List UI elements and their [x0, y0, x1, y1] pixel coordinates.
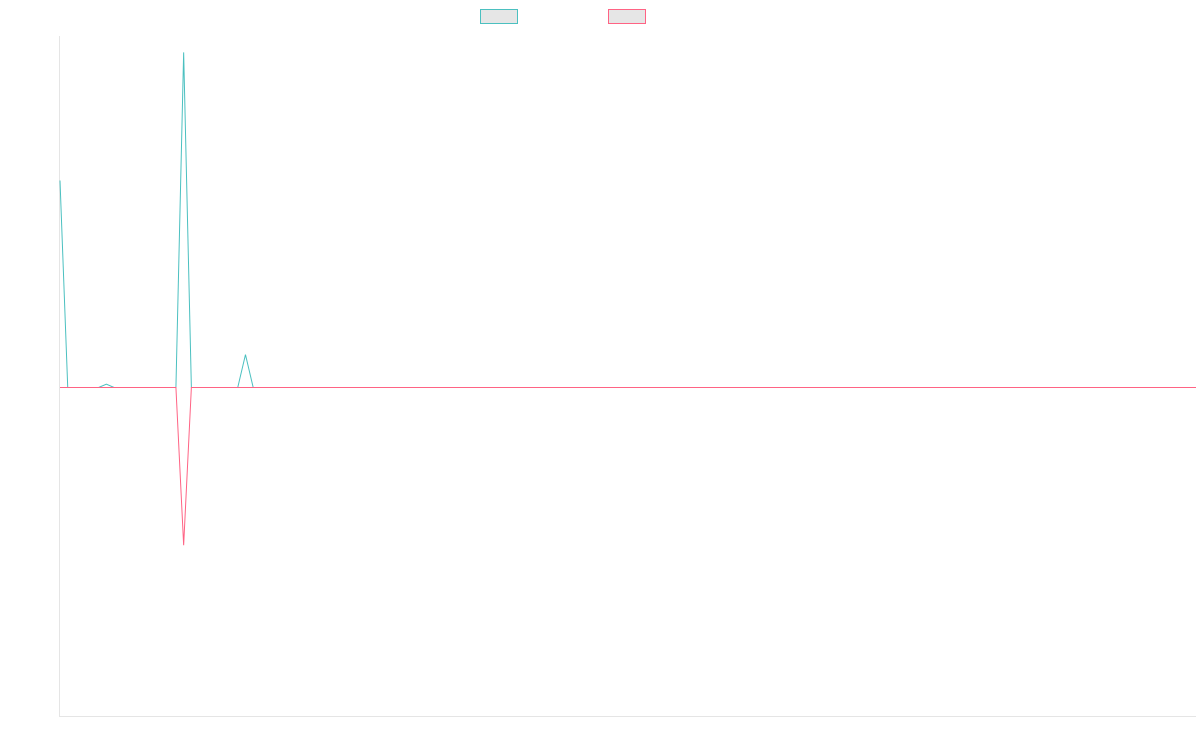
legend-swatch-series-1 [480, 9, 518, 24]
series-1-line [59, 52, 1196, 388]
legend-swatch-series-2 [608, 9, 646, 24]
legend-item-series-2[interactable] [608, 9, 652, 24]
legend-item-series-1[interactable] [480, 9, 524, 24]
legend [480, 9, 652, 24]
series-2-line [60, 387, 1196, 546]
series-layer [59, 52, 1196, 546]
